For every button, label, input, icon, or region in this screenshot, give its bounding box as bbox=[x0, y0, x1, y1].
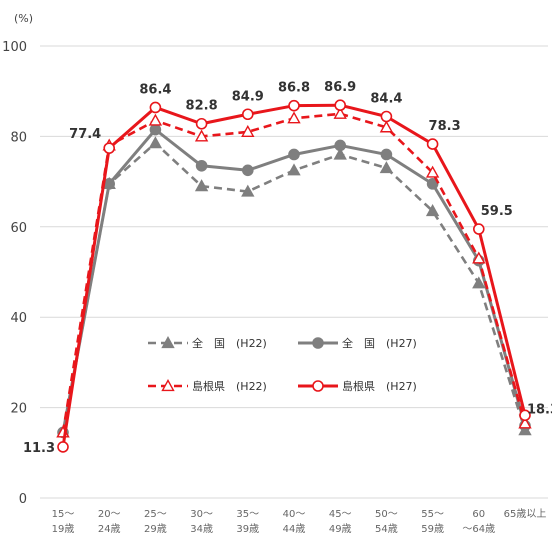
x-tick-0-line2: 19歳 bbox=[52, 523, 75, 535]
series-3-point-7 bbox=[380, 110, 393, 123]
legend-label-2: 島根県 (H22) bbox=[192, 379, 267, 393]
legend-item-3: 島根県 (H27) bbox=[298, 379, 417, 393]
series-0-point-2 bbox=[148, 136, 163, 149]
data-label-2: 86.4 bbox=[139, 82, 171, 97]
x-tick-1-line2: 24歳 bbox=[98, 523, 121, 535]
series-1-point-7 bbox=[380, 148, 393, 161]
series-2-point-5 bbox=[287, 111, 301, 124]
data-label-7: 84.4 bbox=[370, 92, 402, 107]
x-tick-5-line2: 44歳 bbox=[283, 523, 306, 535]
y-tick-60: 60 bbox=[10, 221, 27, 236]
series-2-point-4 bbox=[241, 124, 255, 137]
data-label-5: 86.8 bbox=[278, 81, 310, 96]
series-2-point-10 bbox=[518, 416, 532, 429]
x-tick-0: 15～ bbox=[52, 509, 75, 520]
x-tick-10: 65歳以上 bbox=[504, 508, 547, 520]
data-label-0: 11.3 bbox=[23, 441, 55, 456]
series-3-point-9 bbox=[472, 223, 485, 235]
series-1-point-8 bbox=[426, 178, 439, 190]
legend-label-1: 全 国 (H27) bbox=[342, 336, 417, 350]
series-1-point-2 bbox=[149, 123, 162, 136]
x-tick-6-line2: 49歳 bbox=[329, 523, 352, 535]
series-2-point-8 bbox=[425, 165, 440, 178]
series-0-point-3 bbox=[194, 179, 209, 192]
y-tick-0: 0 bbox=[19, 492, 27, 507]
series-3-point-2 bbox=[149, 101, 162, 114]
series-2-line bbox=[61, 112, 527, 433]
series-group bbox=[56, 99, 532, 453]
series-1-point-4 bbox=[242, 164, 254, 177]
legend-label-3: 島根県 (H27) bbox=[342, 379, 417, 393]
series-3-point-10 bbox=[519, 409, 531, 422]
x-tick-5: 40～ bbox=[283, 509, 306, 520]
data-label-10: 18.3 bbox=[527, 402, 552, 417]
series-3-point-1 bbox=[103, 142, 115, 154]
y-axis-unit-label: (%) bbox=[14, 12, 33, 25]
x-tick-4: 35～ bbox=[236, 509, 259, 520]
x-tick-7-line2: 54歳 bbox=[375, 523, 398, 535]
series-2-point-7 bbox=[379, 120, 394, 133]
legend-marker-3 bbox=[312, 380, 324, 392]
series-3-point-8 bbox=[426, 138, 439, 150]
data-labels: 11.3 77.4 86.4 82.8 84.9 86.8 86.9 84.4 78.3 59.5… bbox=[23, 80, 552, 456]
y-tick-40: 40 bbox=[10, 311, 27, 326]
legend-label-0: 全 国 (H22) bbox=[192, 336, 267, 350]
y-tick-80: 80 bbox=[10, 130, 27, 145]
series-3-point-3 bbox=[195, 117, 208, 130]
series-3-point-5 bbox=[288, 99, 300, 112]
legend-marker-1 bbox=[312, 337, 324, 349]
x-tick-2-line2: 29歳 bbox=[144, 523, 167, 535]
x-tick-9-line2: ～64歳 bbox=[462, 523, 495, 535]
legend-item-2: 島根県 (H22) bbox=[148, 379, 267, 393]
data-label-1: 77.4 bbox=[69, 127, 101, 142]
series-3 bbox=[57, 99, 531, 453]
series-0-point-5 bbox=[287, 163, 301, 176]
x-axis-ticks: 15～ 19歳 20～ 24歳 25～ 29歳 30～ 34歳 35～ 39歳 40～ 44歳 45～ 4… bbox=[52, 508, 547, 535]
legend-item-0: 全 国 (H22) bbox=[148, 336, 267, 350]
x-tick-3-line2: 34歳 bbox=[190, 523, 213, 535]
legend-marker-2 bbox=[161, 379, 175, 392]
x-tick-3: 30～ bbox=[190, 509, 213, 520]
y-tick-20: 20 bbox=[10, 402, 27, 417]
series-1-point-5 bbox=[288, 148, 300, 161]
x-tick-4-line2: 39歳 bbox=[236, 523, 259, 535]
series-0-point-6 bbox=[333, 147, 347, 160]
legend: 全 国 (H22) 全 国 (H27) 島根県 (H22) 島根県 (H27) bbox=[148, 336, 417, 393]
legend-item-1: 全 国 (H27) bbox=[298, 336, 417, 350]
series-2-point-2 bbox=[148, 113, 163, 126]
x-tick-1: 20～ bbox=[98, 509, 121, 520]
legend-marker-0 bbox=[161, 336, 175, 349]
series-1 bbox=[57, 123, 531, 439]
data-label-6: 86.9 bbox=[324, 80, 356, 95]
data-label-9: 59.5 bbox=[481, 204, 513, 219]
data-label-8: 78.3 bbox=[429, 119, 461, 134]
x-tick-8: 55～ bbox=[421, 509, 444, 520]
series-0-point-8 bbox=[425, 204, 440, 217]
y-axis-ticks: 0 20 40 60 80 100 bbox=[2, 40, 27, 507]
y-tick-100: 100 bbox=[2, 40, 27, 55]
series-2-point-3 bbox=[194, 129, 209, 142]
x-tick-8-line2: 59歳 bbox=[421, 523, 444, 535]
series-0-point-9 bbox=[472, 276, 486, 289]
x-tick-2: 25～ bbox=[144, 509, 167, 520]
series-2-point-9 bbox=[472, 251, 486, 264]
x-tick-7: 50～ bbox=[375, 509, 398, 520]
series-1-point-3 bbox=[195, 159, 208, 172]
series-1-point-6 bbox=[334, 139, 347, 152]
series-3-point-4 bbox=[242, 108, 254, 121]
series-0-point-4 bbox=[241, 184, 255, 197]
x-tick-6: 45～ bbox=[329, 509, 352, 520]
data-label-4: 84.9 bbox=[232, 89, 264, 104]
x-tick-9: 60 bbox=[472, 509, 485, 520]
series-3-point-6 bbox=[334, 99, 347, 112]
series-0 bbox=[56, 136, 532, 438]
series-3-point-0 bbox=[57, 441, 69, 453]
data-label-3: 82.8 bbox=[186, 99, 218, 114]
series-0-point-7 bbox=[379, 161, 394, 174]
series-2-point-6 bbox=[333, 106, 347, 119]
